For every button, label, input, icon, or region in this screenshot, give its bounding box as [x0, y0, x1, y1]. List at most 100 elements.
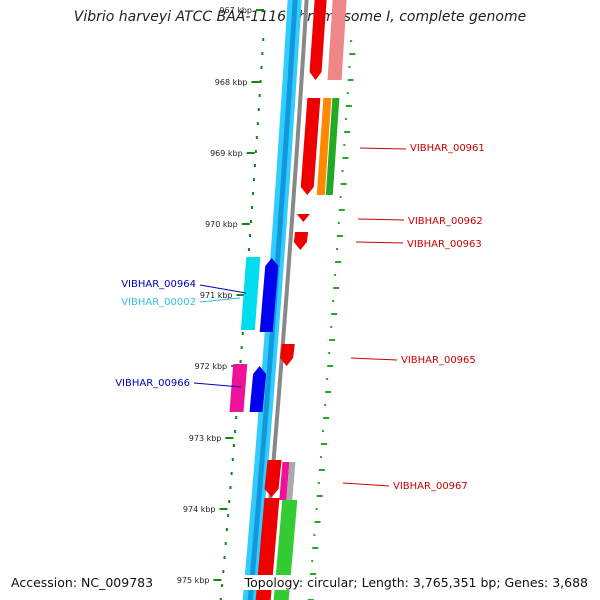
gc-dot [313, 534, 316, 536]
gene-label[interactable]: VIBHAR_00002 [121, 297, 196, 308]
gene-cds-forward [309, 0, 327, 80]
scale-tick-label: 973 kbp [189, 434, 222, 443]
gene-label[interactable]: VIBHAR_00964 [121, 279, 196, 290]
scale-tick-label: 967 kbp [219, 6, 252, 15]
gene-cds-forward [255, 498, 280, 600]
gc-dot [343, 144, 346, 146]
gc-dot [314, 521, 321, 523]
minor-tick [250, 220, 252, 223]
gene-label-leader [199, 284, 247, 294]
gc-dot [330, 326, 333, 328]
minor-tick [250, 206, 253, 209]
minor-tick [222, 570, 225, 573]
gc-dot [315, 508, 318, 510]
feature-track [229, 0, 347, 600]
scale-tick-label: 969 kbp [210, 149, 243, 158]
gene-rrna [229, 364, 248, 412]
minor-tick [228, 500, 231, 503]
gc-dot [329, 339, 336, 341]
gc-dot [328, 352, 331, 354]
minor-tick [262, 38, 265, 41]
gc-dot [348, 66, 351, 68]
gc-dot [335, 248, 338, 250]
minor-tick [256, 122, 259, 125]
gene-label-leader [350, 357, 398, 361]
minor-tick [232, 444, 235, 447]
minor-tick [234, 430, 237, 433]
gc-dot [345, 118, 348, 120]
gc-dot [337, 222, 340, 224]
minor-tick [235, 416, 238, 419]
gc-dot [311, 560, 314, 562]
gene-cds-forward-pseudo [327, 0, 347, 80]
minor-tick [223, 556, 226, 559]
gc-dot [317, 482, 320, 484]
gc-dot [322, 430, 325, 432]
gene-label-leader [359, 147, 407, 150]
minor-tick [224, 542, 227, 545]
gene-label[interactable]: VIBHAR_00966 [115, 378, 190, 389]
scale-tick-label: 972 kbp [195, 362, 228, 371]
gc-dot [333, 287, 340, 289]
minor-tick [253, 164, 256, 167]
gene-label[interactable]: VIBHAR_00962 [408, 216, 483, 227]
minor-tick [257, 108, 260, 111]
minor-tick [230, 472, 233, 475]
accession-text: Accession: NC_009783 [9, 575, 156, 590]
minor-tick [239, 360, 242, 363]
gene-label[interactable]: VIBHAR_00963 [407, 239, 482, 250]
gene-label[interactable]: VIBHAR_00967 [393, 481, 468, 492]
gene-rrna [279, 462, 290, 500]
minor-tick [221, 584, 224, 587]
gc-dot [312, 547, 319, 549]
minor-tick [258, 94, 261, 97]
gc-dot [339, 196, 342, 198]
minor-tick [247, 248, 250, 251]
gc-dot [318, 469, 325, 471]
gene-label-leader [342, 482, 390, 487]
minor-tick [251, 192, 254, 195]
gc-dot [325, 391, 332, 393]
scale-tick-label: 975 kbp [177, 576, 210, 585]
backbone-line [259, 0, 309, 600]
gc-dot [319, 456, 322, 458]
gene-misc-feature [286, 462, 296, 500]
gc-dot [349, 53, 356, 55]
scale-tick-label: 974 kbp [183, 505, 216, 514]
minor-tick [252, 178, 255, 181]
gc-dot [334, 274, 337, 276]
gc-dot [310, 573, 317, 575]
gc-dot [338, 209, 345, 211]
gc-dot [335, 261, 342, 263]
gc-dot [350, 40, 353, 42]
summary-text: Topology: circular; Length: 3,765,351 bp… [242, 575, 590, 590]
gc-dot [332, 300, 335, 302]
gene-misc-feature [325, 98, 340, 195]
gc-dot [342, 157, 349, 159]
gene-cds-reverse [259, 258, 279, 332]
gc-dot [316, 495, 323, 497]
gene-label[interactable]: VIBHAR_00961 [410, 143, 485, 154]
gc-dot [347, 79, 354, 81]
scale-ticks: 967 kbp 968 kbp 969 kbp 970 kbp 971 kbp 972 k… [177, 6, 356, 600]
minor-tick [254, 150, 257, 153]
gc-dot [320, 443, 327, 445]
gene-cds-forward [296, 214, 311, 222]
gene-cds-forward [300, 98, 321, 195]
gene-labels: VIBHAR_00961 VIBHAR_00962 VIBHAR_00963 VIBH… [115, 143, 485, 492]
minor-tick [229, 486, 232, 489]
minor-tick [225, 528, 228, 531]
minor-tick [240, 346, 243, 349]
minor-tick [219, 598, 222, 600]
minor-tick [231, 458, 234, 461]
gene-cds-forward [293, 232, 309, 250]
gene-cds-reverse [249, 366, 267, 412]
gc-dot [344, 131, 351, 133]
minor-tick [255, 136, 258, 139]
gene-label-leader [193, 382, 242, 388]
gene-label[interactable]: VIBHAR_00965 [401, 355, 476, 366]
gc-dot [324, 404, 327, 406]
minor-tick [241, 332, 244, 335]
